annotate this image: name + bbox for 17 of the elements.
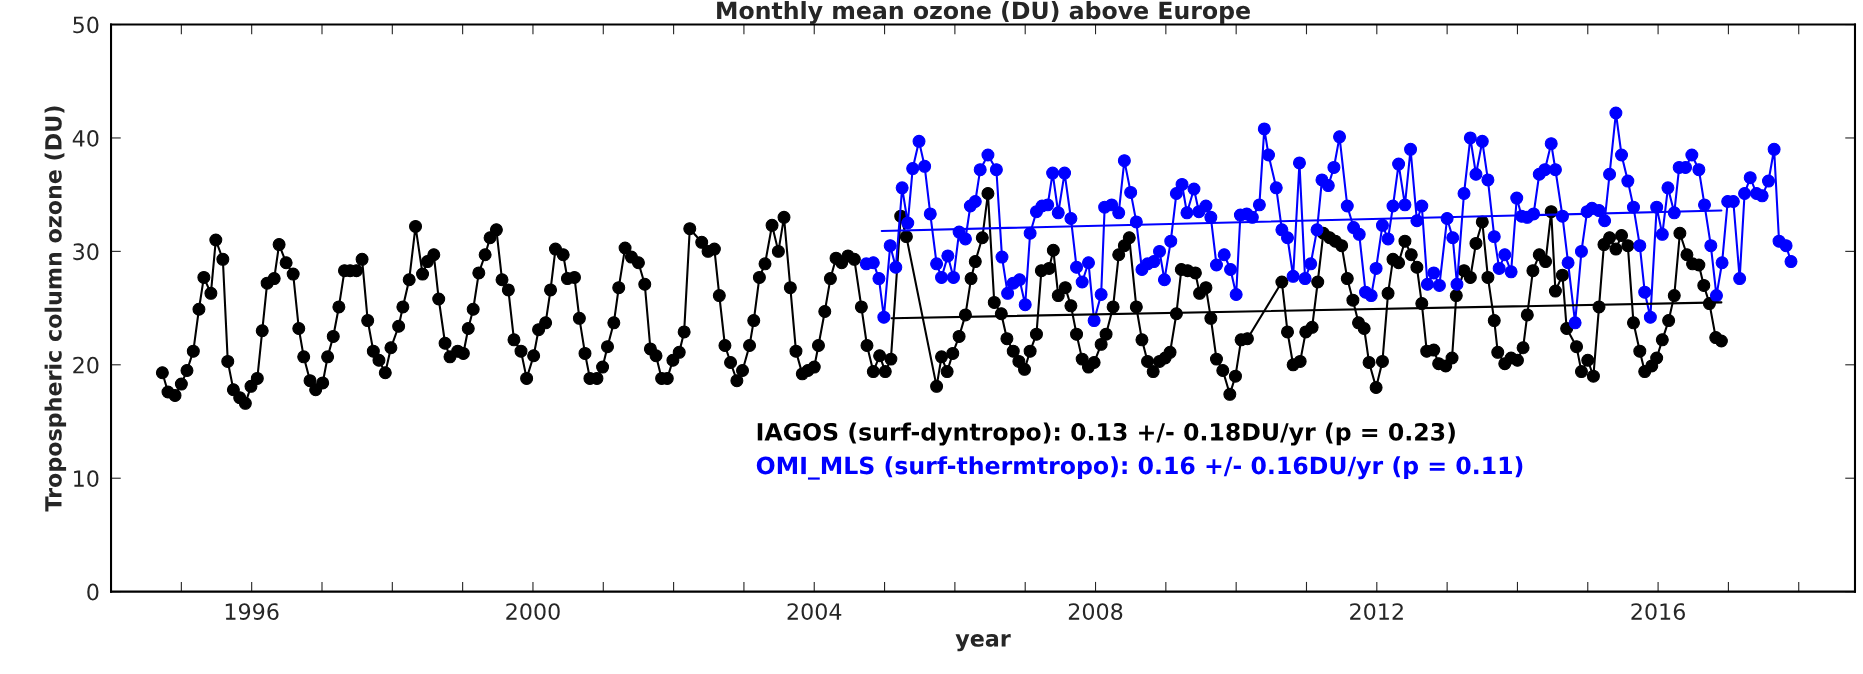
text: OMI_MLS (surf-thermtropo): 0.16 +/- 0.16DU/yr (p = 0.11) [756,456,1523,480]
y-tick-label: 20 [73,356,99,374]
x-tick-label: 2004 [787,603,842,620]
x-tick-label: 2000 [506,603,560,620]
x-tick-label: 1996 [225,603,279,620]
series-label: IAGOS (surf-dyntropo): 0.13 +/- 0.18DU/yr (p = 0.23) [757,422,1455,446]
x-tick-label: 2016 [1631,603,1685,620]
y-tick-label: 50 [73,16,99,34]
y-axis-title: Tropospheric column ozone (DU) [44,106,67,512]
y-tick-label: 30 [73,243,99,261]
x-axis-title: year [955,634,1011,652]
y-tick-label: 40 [72,129,99,147]
y-tick-label: 0 [87,583,99,601]
chart-title: Monthly mean ozone (DU) above Europe [717,1,1250,25]
x-tick-label: 2012 [1350,603,1403,620]
y-tick-label: 10 [74,470,99,487]
x-tick-label: 2008 [1068,603,1123,620]
